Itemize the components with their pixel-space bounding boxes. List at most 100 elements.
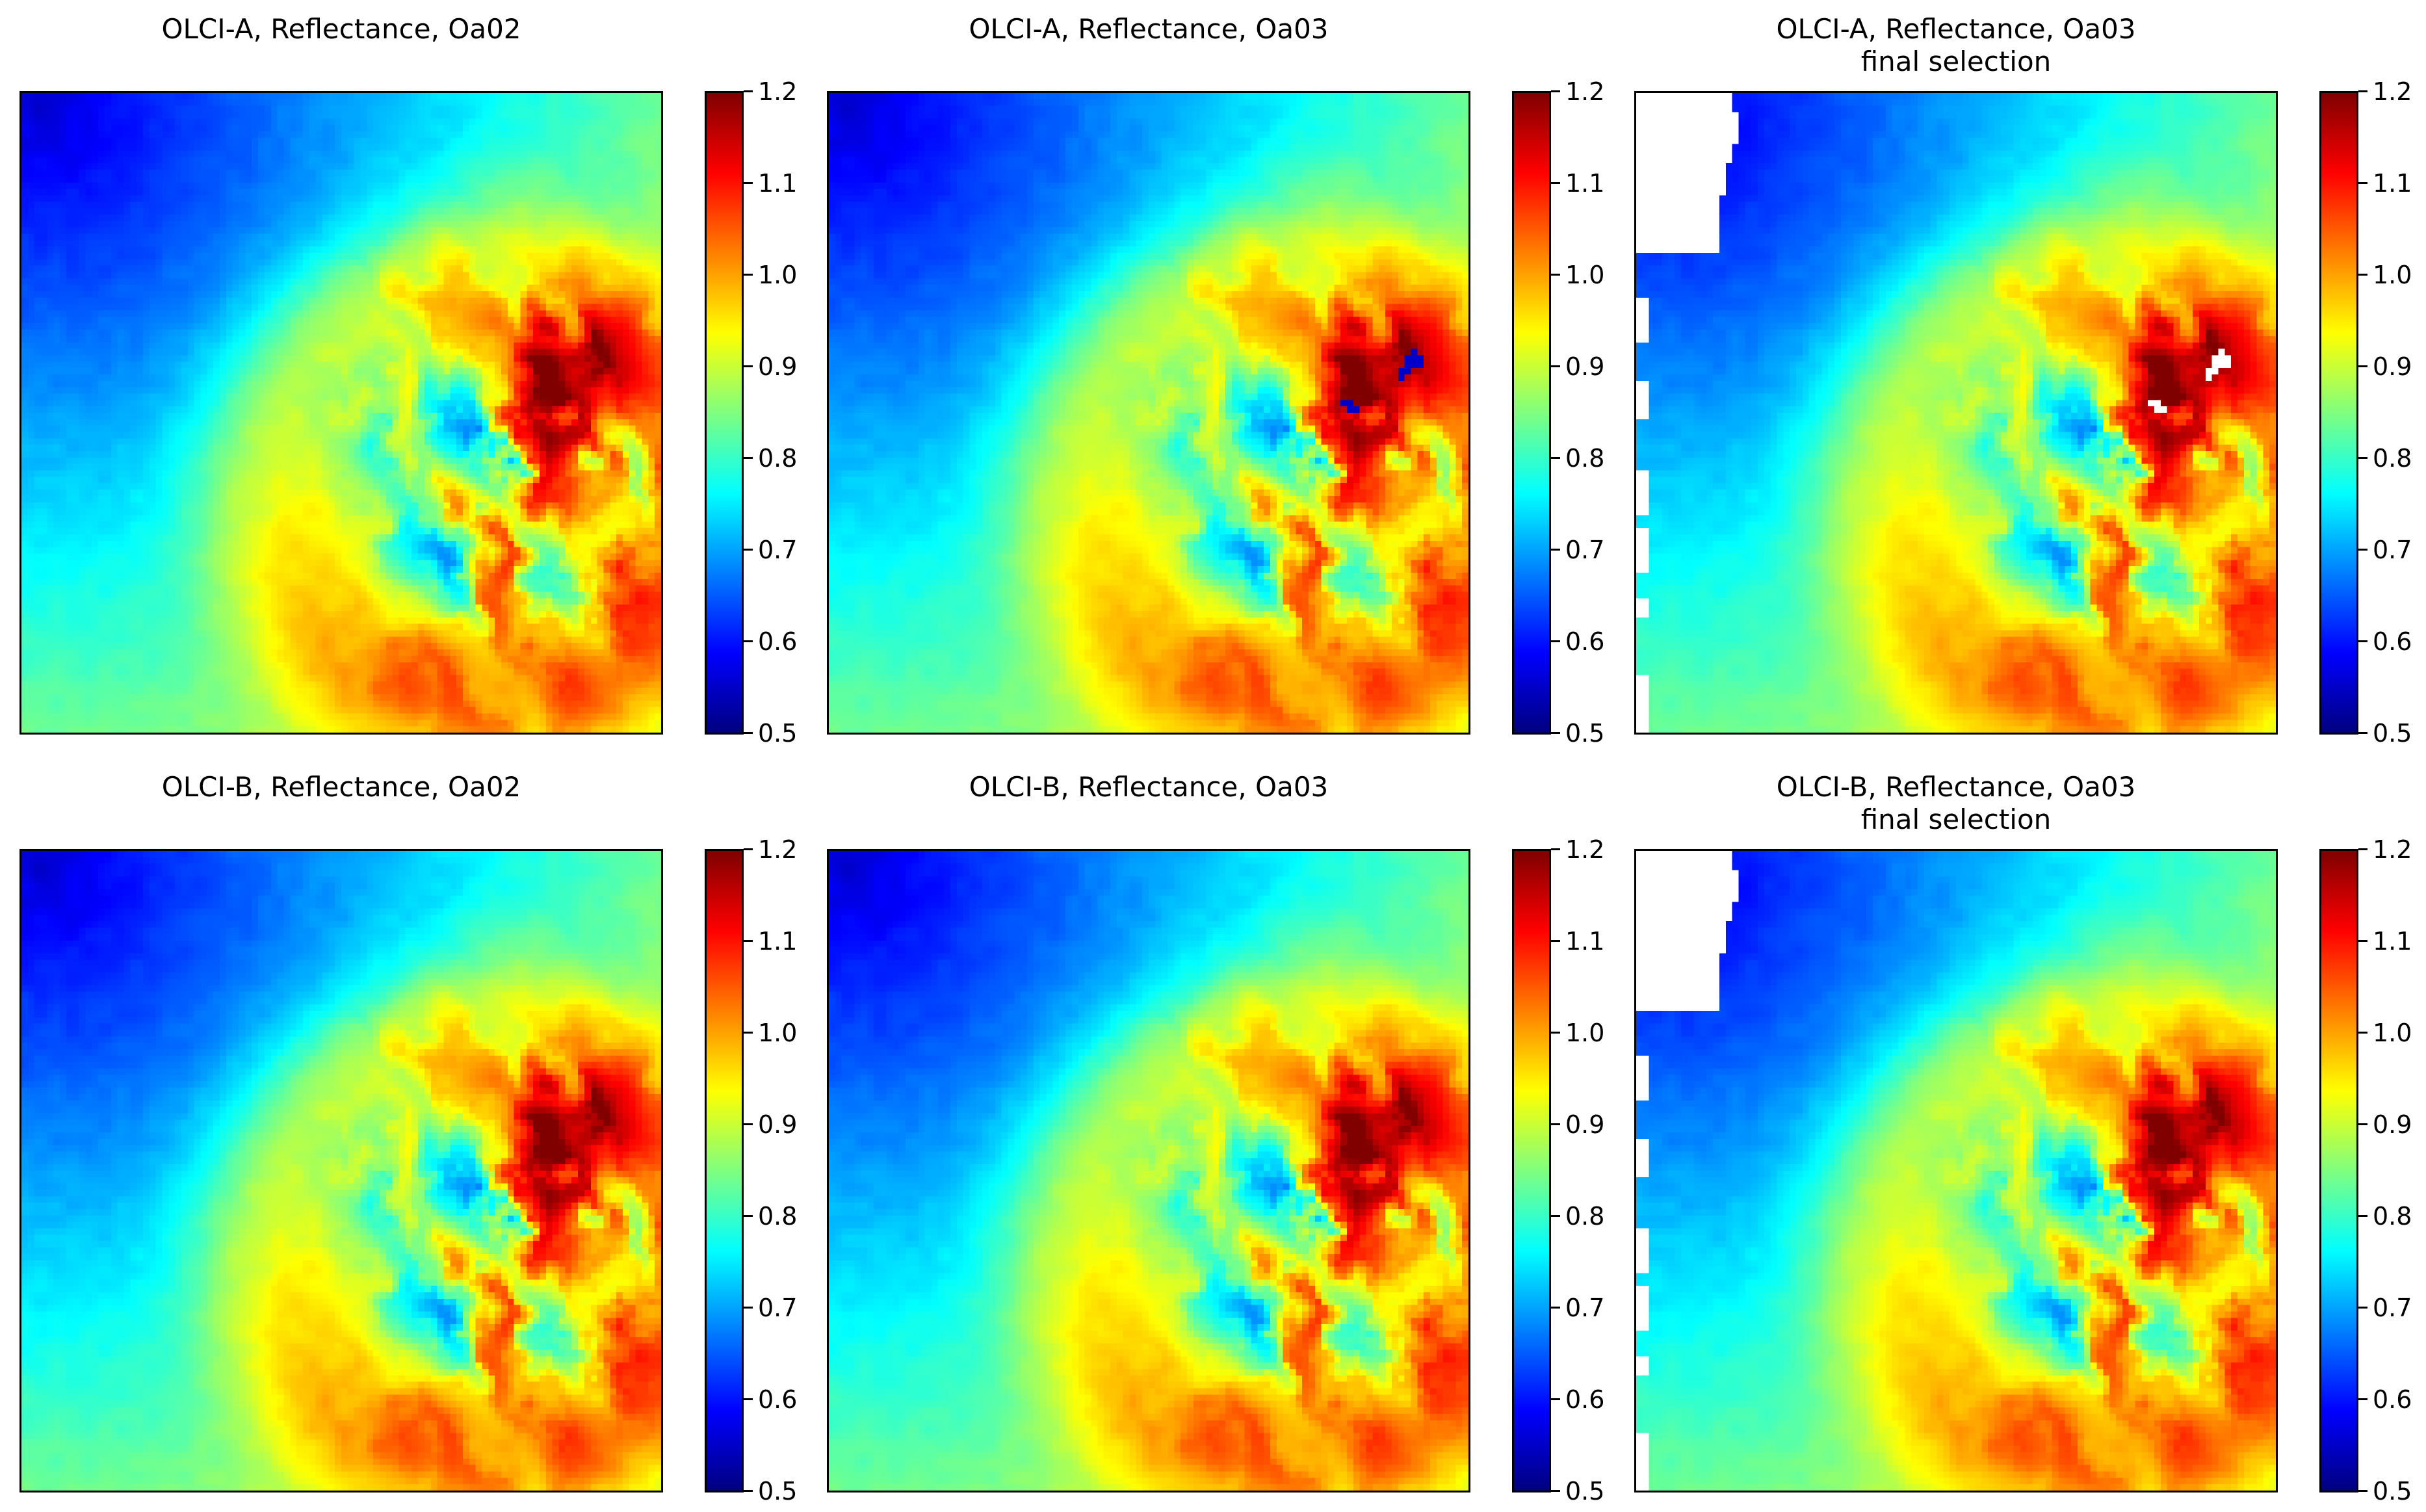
panel-olci-a-oa03-final-selection: OLCI-A, Reflectance, Oa03 final selectio…: [1634, 0, 2426, 754]
colorbar-tick-label: 0.5: [2373, 1477, 2412, 1505]
colorbar-tick-label: 1.0: [758, 1019, 798, 1047]
colorbar-tick-mark: [1551, 365, 1560, 367]
colorbar-tick-label: 1.0: [758, 261, 798, 289]
colorbar-tick-mark: [1551, 1307, 1560, 1309]
colorbar-tick-label: 1.1: [758, 927, 798, 956]
panel-title: OLCI-B, Reflectance, Oa03: [969, 771, 1329, 803]
heatmap-plot: [827, 91, 1470, 735]
colorbar: [2319, 849, 2358, 1492]
colorbar-tick-mark: [1551, 90, 1560, 92]
panel-title: OLCI-A, Reflectance, Oa02: [161, 13, 521, 45]
colorbar-tick-label: 0.6: [2373, 627, 2412, 656]
colorbar-tick-label: 1.0: [2373, 1019, 2412, 1047]
colorbar-tick-mark: [1551, 1398, 1560, 1400]
colorbar-tick-mark: [2358, 1398, 2367, 1400]
heatmap-image: [1636, 851, 2276, 1491]
colorbar: [2319, 91, 2358, 735]
colorbar-tick-mark: [2358, 640, 2367, 642]
colorbar-tick-mark: [744, 1123, 753, 1125]
colorbar-tick-label: 0.7: [1565, 1294, 1605, 1322]
panel-subtitle: final selection: [1860, 46, 2052, 77]
colorbar-tick-mark: [744, 1307, 753, 1309]
colorbar-tick-mark: [744, 732, 753, 734]
colorbar-tick-mark: [744, 365, 753, 367]
panel-title: OLCI-B, Reflectance, Oa02: [161, 771, 521, 803]
heatmap-plot: [1634, 849, 2278, 1492]
colorbar-tick-label: 1.1: [758, 169, 798, 198]
colorbar-tick-mark: [2358, 457, 2367, 459]
colorbar-tick-label: 0.8: [2373, 444, 2412, 473]
colorbar-tick-label: 0.5: [1565, 1477, 1605, 1505]
colorbar: [705, 849, 744, 1492]
colorbar-tick-mark: [2358, 1490, 2367, 1492]
colorbar-tick-label: 0.9: [2373, 352, 2412, 381]
colorbar-tick-mark: [744, 90, 753, 92]
colorbar-tick-label: 0.9: [758, 1110, 798, 1139]
heatmap-image: [21, 93, 661, 733]
colorbar-tick-mark: [744, 1490, 753, 1492]
colorbar-tick-label: 1.1: [2373, 169, 2412, 198]
colorbar-tick-label: 0.9: [1565, 1110, 1605, 1139]
colorbar-tick-label: 0.5: [2373, 719, 2412, 748]
colorbar-tick-mark: [744, 274, 753, 276]
colorbar-tick-mark: [2358, 732, 2367, 734]
colorbar-tick-label: 0.7: [2373, 536, 2412, 564]
colorbar-tick-mark: [744, 1398, 753, 1400]
colorbar-tick-mark: [1551, 848, 1560, 850]
colorbar-tick-label: 0.9: [2373, 1110, 2412, 1139]
colorbar-tick-label: 1.2: [758, 835, 798, 864]
colorbar-tick-mark: [2358, 182, 2367, 184]
colorbar-tick-mark: [1551, 732, 1560, 734]
colorbar-tick-label: 0.6: [1565, 1385, 1605, 1414]
colorbar-tick-label: 1.0: [1565, 1019, 1605, 1047]
colorbar-tick-label: 0.7: [758, 1294, 798, 1322]
colorbar-tick-mark: [744, 457, 753, 459]
colorbar-tick-label: 0.8: [758, 444, 798, 473]
colorbar: [1512, 849, 1551, 1492]
colorbar-tick-mark: [744, 640, 753, 642]
colorbar-tick-label: 1.1: [2373, 927, 2412, 956]
colorbar-tick-mark: [2358, 1215, 2367, 1217]
colorbar-tick-mark: [2358, 1307, 2367, 1309]
colorbar-tick-label: 1.2: [2373, 835, 2412, 864]
colorbar-tick-label: 1.2: [1565, 835, 1605, 864]
heatmap-plot: [20, 849, 663, 1492]
panel-olci-a-oa02: OLCI-A, Reflectance, Oa02 0.5 0.6 0.7 0.8 0.…: [20, 0, 823, 754]
heatmap-image: [829, 93, 1468, 733]
panel-title: OLCI-A, Reflectance, Oa03: [1776, 13, 2136, 45]
colorbar-tick-label: 0.6: [2373, 1385, 2412, 1414]
colorbar-tick-label: 0.7: [758, 536, 798, 564]
heatmap-plot: [1634, 91, 2278, 735]
colorbar-tick-label: 0.8: [1565, 1202, 1605, 1231]
heatmap-plot: [20, 91, 663, 735]
heatmap-image: [829, 851, 1468, 1491]
colorbar-tick-mark: [1551, 940, 1560, 942]
colorbar-tick-label: 0.8: [758, 1202, 798, 1231]
colorbar-tick-mark: [2358, 940, 2367, 942]
colorbar-tick-label: 0.6: [758, 627, 798, 656]
colorbar-tick-mark: [1551, 274, 1560, 276]
colorbar-tick-mark: [1551, 182, 1560, 184]
colorbar-tick-mark: [744, 940, 753, 942]
colorbar-tick-mark: [1551, 549, 1560, 551]
panel-olci-a-oa03: OLCI-A, Reflectance, Oa03 0.5 0.6 0.7 0.8 0.…: [827, 0, 1630, 754]
colorbar-tick-label: 0.8: [1565, 444, 1605, 473]
colorbar-tick-label: 1.1: [1565, 927, 1605, 956]
colorbar-tick-label: 1.0: [2373, 261, 2412, 289]
colorbar-tick-mark: [2358, 549, 2367, 551]
colorbar-tick-mark: [2358, 1032, 2367, 1034]
colorbar-tick-mark: [1551, 1032, 1560, 1034]
colorbar-tick-label: 0.6: [758, 1385, 798, 1414]
colorbar-tick-mark: [744, 182, 753, 184]
colorbar-tick-mark: [1551, 457, 1560, 459]
colorbar-tick-label: 0.5: [1565, 719, 1605, 748]
heatmap-image: [21, 851, 661, 1491]
colorbar-tick-mark: [744, 1032, 753, 1034]
colorbar-tick-mark: [2358, 1123, 2367, 1125]
colorbar-tick-label: 1.2: [2373, 77, 2412, 106]
colorbar-tick-label: 0.7: [2373, 1294, 2412, 1322]
colorbar-tick-mark: [744, 1215, 753, 1217]
colorbar-tick-mark: [1551, 1490, 1560, 1492]
colorbar: [705, 91, 744, 735]
colorbar-tick-label: 1.0: [1565, 261, 1605, 289]
